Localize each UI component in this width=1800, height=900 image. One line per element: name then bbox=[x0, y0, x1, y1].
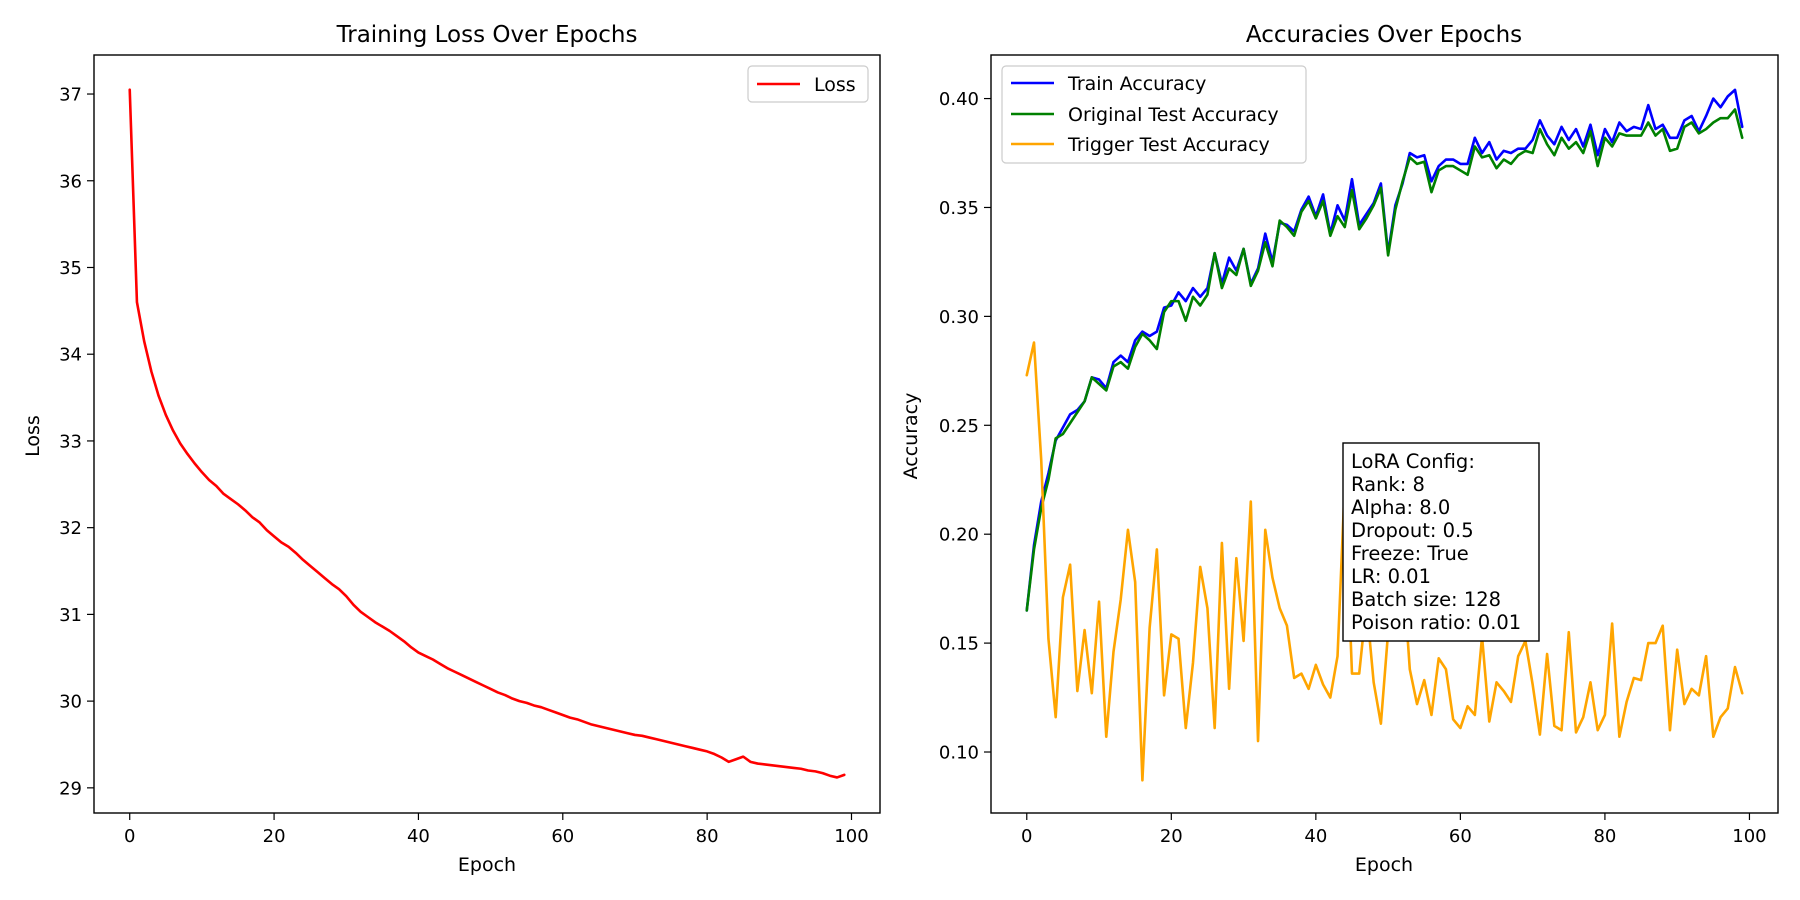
lora-config-line: Batch size: 128 bbox=[1351, 588, 1501, 611]
lora-config-line: Alpha: 8.0 bbox=[1351, 496, 1450, 519]
lora-config-line: LoRA Config: bbox=[1351, 450, 1475, 473]
loss-plot-area bbox=[128, 88, 846, 779]
accuracy-y-tick-label: 0.25 bbox=[939, 416, 979, 437]
accuracy-y-tick-label: 0.40 bbox=[939, 89, 979, 110]
loss-legend-box bbox=[747, 65, 869, 103]
accuracy-x-tick-label: 0 bbox=[1021, 826, 1032, 847]
accuracy-legend-label-train: Train Accuracy bbox=[1067, 73, 1206, 95]
loss-x-axis-label: Epoch bbox=[458, 854, 516, 876]
loss-y-tick-label: 33 bbox=[59, 431, 82, 452]
lora-config-line: Rank: 8 bbox=[1351, 473, 1425, 496]
loss-x-tick-label: 20 bbox=[263, 826, 286, 847]
accuracy-x-tick-label: 100 bbox=[1732, 826, 1766, 847]
accuracy-series-line-trigger-test-accuracy bbox=[1025, 341, 1744, 782]
lora-config-annotation: LoRA Config: Rank: 8 Alpha: 8.0 Dropout:… bbox=[1342, 442, 1540, 642]
lora-config-box bbox=[1342, 442, 1540, 642]
accuracy-chart: Accuracies Over Epochs 0 20 40 60 80 100 0.10… bbox=[900, 22, 1779, 876]
lora-config-line: Freeze: True bbox=[1351, 542, 1469, 565]
lora-config-line: Poison ratio: 0.01 bbox=[1351, 611, 1521, 634]
accuracy-x-tick-label: 20 bbox=[1160, 826, 1183, 847]
loss-legend: Loss bbox=[747, 65, 869, 103]
accuracy-legend-label-trigger-test: Trigger Test Accuracy bbox=[1067, 134, 1270, 156]
loss-axes-frame bbox=[93, 54, 881, 814]
accuracy-series-line-original-test-accuracy bbox=[1025, 108, 1744, 612]
loss-y-ticks: 29 30 31 32 33 34 35 36 37 bbox=[59, 85, 94, 799]
loss-x-tick-label: 0 bbox=[124, 826, 135, 847]
loss-chart-title: Training Loss Over Epochs bbox=[336, 22, 638, 48]
loss-y-tick-label: 35 bbox=[59, 258, 82, 279]
loss-legend-label: Loss bbox=[814, 74, 856, 96]
loss-chart: Training Loss Over Epochs 0 20 40 60 80 100 2… bbox=[22, 22, 881, 876]
accuracy-y-tick-label: 0.35 bbox=[939, 198, 979, 219]
loss-series-line-loss bbox=[128, 88, 846, 779]
loss-x-tick-label: 100 bbox=[834, 826, 868, 847]
loss-y-tick-label: 36 bbox=[59, 171, 82, 192]
accuracy-x-tick-label: 60 bbox=[1449, 826, 1472, 847]
accuracy-y-tick-label: 0.30 bbox=[939, 307, 979, 328]
accuracy-y-axis-label: Accuracy bbox=[900, 393, 922, 480]
loss-x-ticks: 0 20 40 60 80 100 bbox=[124, 813, 869, 847]
accuracy-x-ticks: 0 20 40 60 80 100 bbox=[1021, 813, 1767, 847]
loss-x-tick-label: 40 bbox=[407, 826, 430, 847]
accuracy-x-axis-label: Epoch bbox=[1355, 854, 1413, 876]
accuracy-y-ticks: 0.10 0.15 0.20 0.25 0.30 0.35 0.40 bbox=[939, 89, 991, 764]
loss-y-tick-label: 34 bbox=[59, 345, 82, 366]
accuracy-axes-frame bbox=[990, 54, 1779, 814]
accuracy-legend: Train Accuracy Original Test Accuracy Tr… bbox=[1001, 65, 1307, 164]
accuracy-plot-area bbox=[1025, 88, 1744, 782]
loss-y-tick-label: 31 bbox=[59, 605, 82, 626]
loss-y-tick-label: 30 bbox=[59, 692, 82, 713]
loss-x-tick-label: 60 bbox=[551, 826, 574, 847]
accuracy-x-tick-label: 40 bbox=[1304, 826, 1327, 847]
loss-x-tick-label: 80 bbox=[696, 826, 719, 847]
loss-y-tick-label: 29 bbox=[59, 778, 82, 799]
loss-y-tick-label: 32 bbox=[59, 518, 82, 539]
accuracy-chart-title: Accuracies Over Epochs bbox=[1246, 22, 1522, 48]
lora-config-line: Dropout: 0.5 bbox=[1351, 519, 1474, 542]
accuracy-x-tick-label: 80 bbox=[1593, 826, 1616, 847]
accuracy-y-tick-label: 0.10 bbox=[939, 743, 979, 764]
loss-y-tick-label: 37 bbox=[59, 85, 82, 106]
loss-y-axis-label: Loss bbox=[22, 415, 44, 457]
accuracy-y-tick-label: 0.20 bbox=[939, 525, 979, 546]
accuracy-legend-label-original-test: Original Test Accuracy bbox=[1068, 104, 1279, 126]
accuracy-y-tick-label: 0.15 bbox=[939, 634, 979, 655]
lora-config-line: LR: 0.01 bbox=[1351, 565, 1431, 588]
accuracy-legend-box bbox=[1001, 65, 1307, 164]
